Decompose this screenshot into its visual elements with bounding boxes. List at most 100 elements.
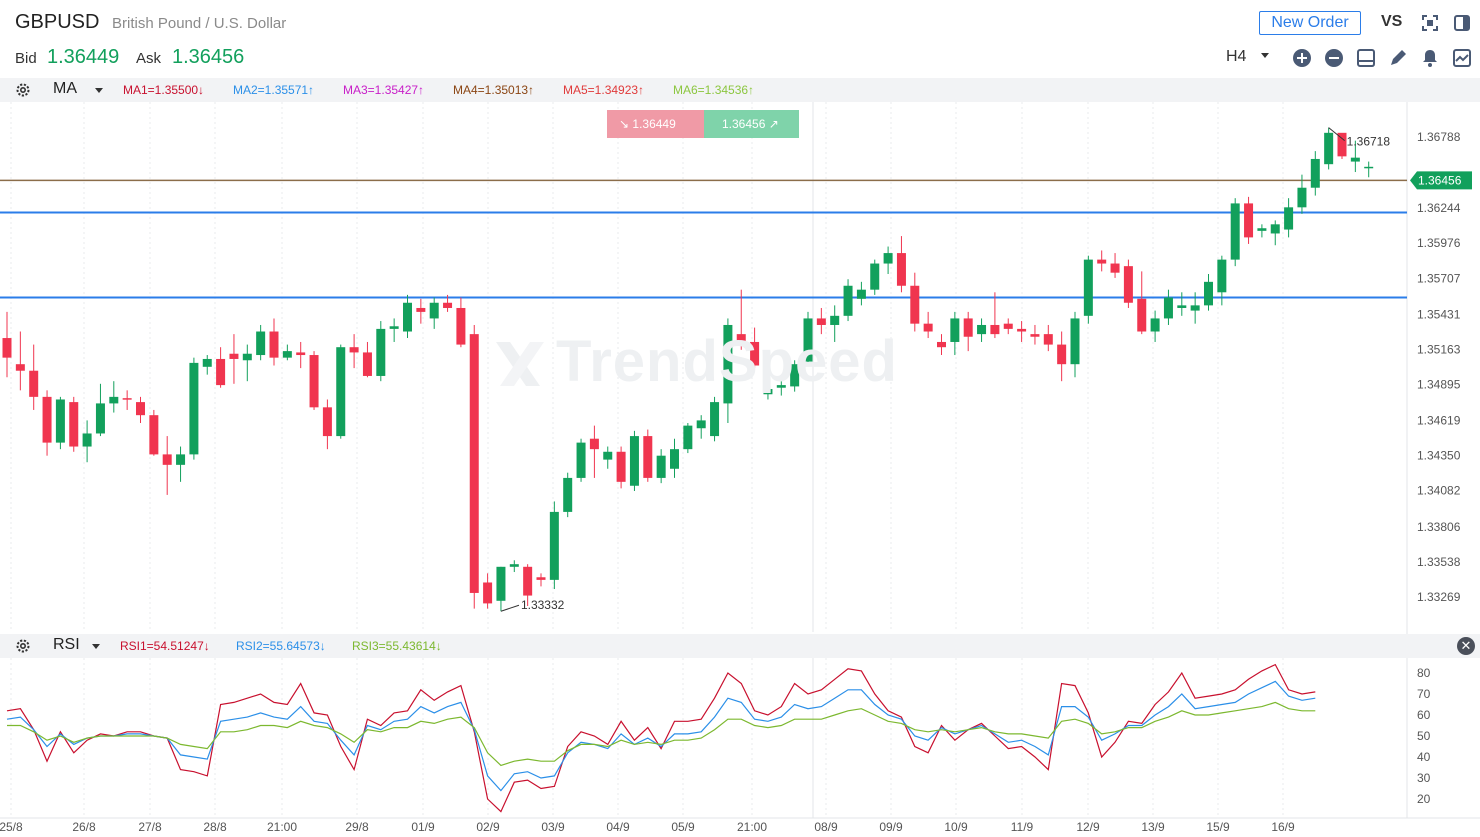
candle-body: [42, 396, 52, 443]
candle-body: [1364, 166, 1374, 169]
sell-button[interactable]: ↘ 1.36449: [607, 110, 704, 138]
low-annotation-line: [500, 604, 520, 612]
candle-body: [883, 253, 893, 264]
candle-body: [1190, 305, 1200, 311]
candle-body: [509, 564, 519, 567]
symbol-description: British Pound / U.S. Dollar: [112, 15, 287, 32]
x-axis-label: 25/8: [0, 820, 23, 834]
candle-body: [1350, 157, 1360, 162]
ma5-value: MA5=1.34923↑: [563, 83, 645, 97]
panel-toggle-icon[interactable]: [1451, 12, 1473, 34]
candle-body: [910, 285, 920, 324]
bid-value: 1.36449: [47, 46, 120, 68]
candle-body: [95, 403, 105, 434]
candle-body: [629, 436, 639, 486]
candle-body: [109, 396, 119, 404]
candle-body: [1284, 207, 1294, 230]
rsi-settings-gear-icon[interactable]: [14, 637, 32, 655]
candle-body: [1310, 158, 1320, 188]
chart-type-icon[interactable]: [1451, 47, 1473, 69]
ask-label: Ask: [136, 50, 162, 67]
candle-body: [1337, 132, 1347, 157]
candle-body: [1217, 259, 1227, 293]
alert-bell-icon[interactable]: [1419, 47, 1441, 69]
candle-body: [963, 318, 973, 337]
candle-body: [950, 318, 960, 342]
price-axis-label: 1.35976: [1417, 236, 1461, 250]
candle-body: [549, 511, 559, 580]
rsi-series-line: [7, 701, 1316, 767]
x-axis-label: 10/9: [944, 820, 968, 834]
candle-body: [696, 420, 706, 429]
vs-compare-button[interactable]: VS: [1381, 13, 1403, 30]
x-axis-label: 21:00: [737, 820, 767, 834]
zoom-in-icon[interactable]: [1291, 47, 1313, 69]
candle-body: [856, 289, 866, 299]
candle-body: [750, 341, 760, 366]
candle-body: [1297, 187, 1307, 208]
sell-price: 1.36449: [632, 117, 676, 131]
candle-body: [563, 477, 573, 512]
x-axis-label: 01/9: [411, 820, 435, 834]
candle-body: [576, 442, 586, 478]
chart-layout-icon[interactable]: [1355, 47, 1377, 69]
ma-indicator-bar: MA MA1=1.35500↓ MA2=1.35571↑ MA3=1.35427…: [0, 78, 1480, 102]
candle-body: [416, 307, 426, 312]
close-rsi-icon[interactable]: ✕: [1457, 637, 1475, 655]
zoom-out-icon[interactable]: [1323, 47, 1345, 69]
candle-body: [1324, 132, 1334, 165]
rsi-axis-label: 20: [1417, 792, 1431, 806]
candle-body: [1110, 263, 1120, 273]
candle-body: [830, 315, 840, 325]
candle-body: [1017, 328, 1027, 332]
high-annotation-label: 1.36718: [1347, 135, 1391, 149]
candle-body: [710, 402, 720, 437]
candle-body: [683, 425, 693, 450]
buy-button[interactable]: 1.36456 ↗: [704, 110, 799, 138]
candle-body: [376, 328, 386, 376]
fullscreen-icon[interactable]: [1419, 12, 1441, 34]
candle-body: [1030, 334, 1040, 337]
x-axis-label: 08/9: [814, 820, 838, 834]
price-axis-label: 1.35431: [1417, 307, 1461, 321]
candle-body: [523, 566, 533, 596]
candle-body: [723, 324, 733, 404]
chevron-down-icon[interactable]: [95, 88, 103, 93]
ma-indicator-select[interactable]: MA: [53, 80, 77, 97]
watermark-text: TrendSpeed: [556, 329, 898, 394]
candle-body: [2, 338, 12, 358]
candle-body: [1150, 318, 1160, 332]
buy-arrow-icon: ↗: [765, 117, 779, 131]
candle-body: [790, 364, 800, 387]
candle-body: [1057, 344, 1067, 365]
candle-body: [256, 331, 266, 356]
chevron-down-icon[interactable]: [92, 644, 100, 649]
rsi-series-line: [6, 680, 1316, 792]
draw-pencil-icon[interactable]: [1387, 47, 1409, 69]
candle-body: [69, 402, 79, 447]
candle-body: [309, 355, 319, 408]
rsi-axis-label: 40: [1417, 750, 1431, 764]
candle-body: [202, 358, 212, 367]
rsi2-value: RSI2=55.64573↓: [236, 639, 326, 653]
x-axis-label: 03/9: [541, 820, 565, 834]
rsi-indicator-select[interactable]: RSI: [53, 636, 80, 653]
chevron-down-icon[interactable]: [1261, 53, 1269, 58]
buy-price: 1.36456: [722, 117, 766, 131]
candle-body: [1097, 259, 1107, 264]
candle-body: [776, 385, 786, 388]
high-annotation-line: [1328, 127, 1345, 141]
rsi-series-line: [6, 663, 1316, 813]
candle-body: [136, 402, 145, 416]
symbol-header: GBPUSD British Pound / U.S. Dollar Bid 1…: [0, 0, 1480, 78]
candle-body: [816, 318, 826, 325]
price-axis-label: 1.33269: [1417, 590, 1461, 604]
price-axis-label: 1.34350: [1417, 449, 1461, 463]
candle-body: [403, 302, 412, 332]
timeframe-select[interactable]: H4: [1226, 48, 1247, 65]
new-order-button[interactable]: New Order: [1259, 11, 1361, 35]
candle-body: [15, 364, 25, 371]
candle-body: [122, 398, 132, 400]
ma-settings-gear-icon[interactable]: [14, 81, 32, 99]
